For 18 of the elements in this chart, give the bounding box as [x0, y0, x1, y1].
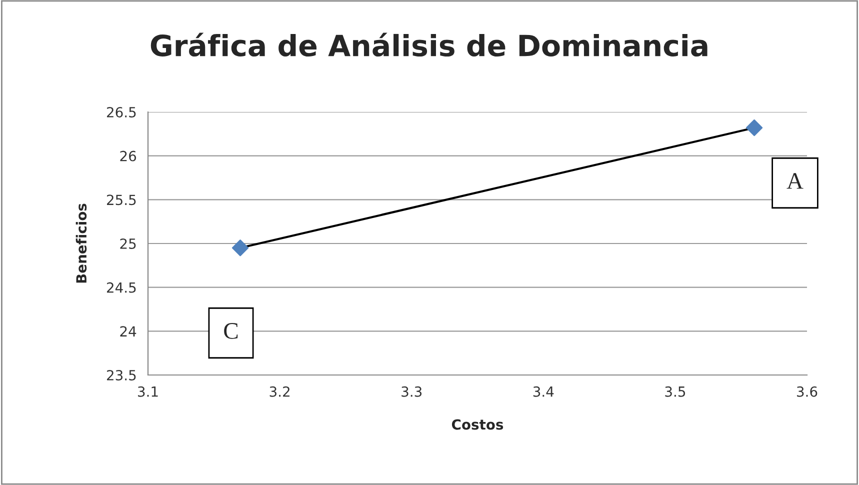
- chart-title: Gráfica de Análisis de Dominancia: [150, 32, 708, 57]
- x-tick-label: 3.1: [138, 386, 158, 397]
- y-axis-title: Beneficios: [76, 204, 87, 283]
- y-tick-label: 23.5: [106, 370, 136, 380]
- y-tick-label: 24.5: [106, 282, 136, 293]
- y-tick-label: 24: [120, 326, 136, 336]
- y-tick-label: 26: [120, 150, 136, 162]
- x-tick-label: 3.2: [270, 386, 290, 397]
- x-tick-label: 3.5: [665, 386, 686, 397]
- annotation: A: [786, 173, 804, 189]
- x-tick-label: 3.3: [402, 386, 422, 397]
- y-tick-label: 25: [120, 238, 136, 249]
- x-tick-label: 3.6: [797, 386, 818, 397]
- y-tick-label: 26.5: [106, 106, 136, 118]
- y-tick-label: 25.5: [106, 194, 136, 206]
- x-tick-label: 3.4: [533, 386, 554, 397]
- annotation: C: [224, 323, 238, 339]
- x-axis-title: Costos: [452, 419, 504, 430]
